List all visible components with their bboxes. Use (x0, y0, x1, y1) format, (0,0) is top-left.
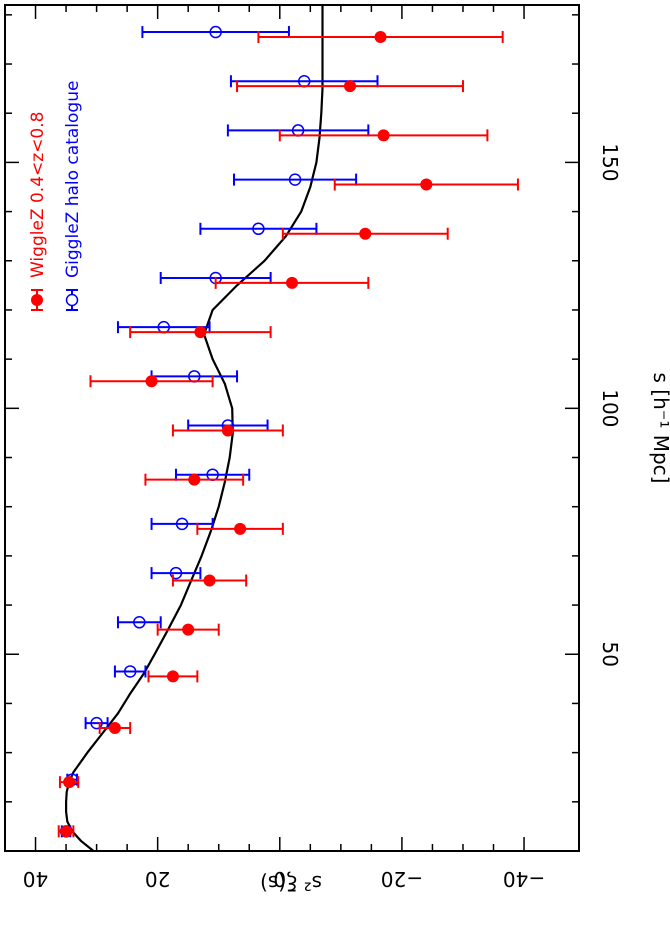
wigglez-marker (194, 326, 207, 339)
value-tick-label: −40 (503, 867, 545, 891)
wigglez-point (147, 670, 199, 683)
wigglez-point (214, 276, 370, 289)
wigglez-marker (63, 776, 76, 789)
wigglez-point (58, 776, 80, 789)
wigglez-marker (420, 178, 433, 191)
giggle-series (59, 25, 379, 838)
giggle-point (84, 716, 109, 730)
giggle-marker (252, 222, 265, 236)
value-tick-label: 40 (23, 867, 48, 891)
s-tick-label: 150 (598, 143, 622, 181)
s-tick-label: 100 (598, 389, 622, 427)
wigglez-point (278, 129, 489, 142)
wigglez-point (156, 623, 220, 636)
wigglez-marker (166, 670, 179, 683)
wigglez-series (57, 30, 519, 838)
wigglez-marker (374, 30, 387, 43)
giggle-marker (175, 517, 189, 531)
wigglez-point (333, 178, 519, 191)
wigglez-point (281, 227, 449, 240)
giggle-marker (133, 616, 146, 629)
giggle-marker (123, 665, 137, 678)
value-tick-label: −20 (381, 867, 423, 891)
legend-label-wigglez: WiggleZ 0.4<z<0.8 (28, 112, 48, 278)
s-tick-label: 50 (598, 642, 622, 667)
giggle-marker (209, 25, 222, 39)
giggle-marker (169, 566, 183, 580)
tick-labels: 50 100 150 40 20 0 −20 −40 (23, 143, 622, 891)
giggle-point (116, 616, 162, 629)
wigglez-point (144, 473, 245, 486)
wigglez-point (98, 722, 132, 735)
wigglez-point (129, 326, 272, 339)
wigglez-point (89, 375, 214, 388)
wigglez-point (171, 574, 248, 587)
x-axis-label: s [h⁻¹ Mpc] (649, 373, 670, 484)
y-axis-label: s² ξ(s) (260, 871, 322, 895)
giggle-point (232, 173, 358, 186)
wigglez-marker (359, 227, 372, 240)
wigglez-point (57, 825, 75, 838)
legend: WiggleZ 0.4<z<0.8 GiggleZ halo catalogue (28, 81, 83, 311)
wigglez-point (171, 424, 284, 437)
giggle-point (113, 665, 147, 678)
wigglez-point (236, 80, 464, 93)
ticks (5, 5, 579, 851)
giggle-point (150, 517, 214, 531)
wigglez-point (257, 30, 504, 43)
wigglez-marker (286, 276, 298, 289)
value-tick-label: 20 (145, 867, 170, 891)
wigglez-marker (234, 522, 247, 535)
legend-marker-wigglez (31, 289, 43, 311)
legend-label-giggle: GiggleZ halo catalogue (63, 81, 83, 278)
wigglez-marker (108, 722, 121, 735)
wigglez-marker (377, 129, 390, 142)
wigglez-marker (221, 424, 234, 437)
legend-marker-giggle (65, 289, 79, 311)
wigglez-marker (182, 623, 195, 636)
wigglez-point (196, 522, 284, 535)
value-tick-label: 0 (273, 867, 286, 891)
wigglez-marker (203, 574, 216, 587)
wigglez-marker (344, 80, 357, 93)
giggle-marker (90, 716, 103, 730)
giggle-marker (288, 173, 302, 186)
plot-frame (4, 4, 580, 852)
giggle-point (150, 566, 202, 580)
wigglez-marker (60, 825, 73, 838)
wigglez-marker (145, 375, 158, 388)
wigglez-marker (188, 473, 201, 486)
